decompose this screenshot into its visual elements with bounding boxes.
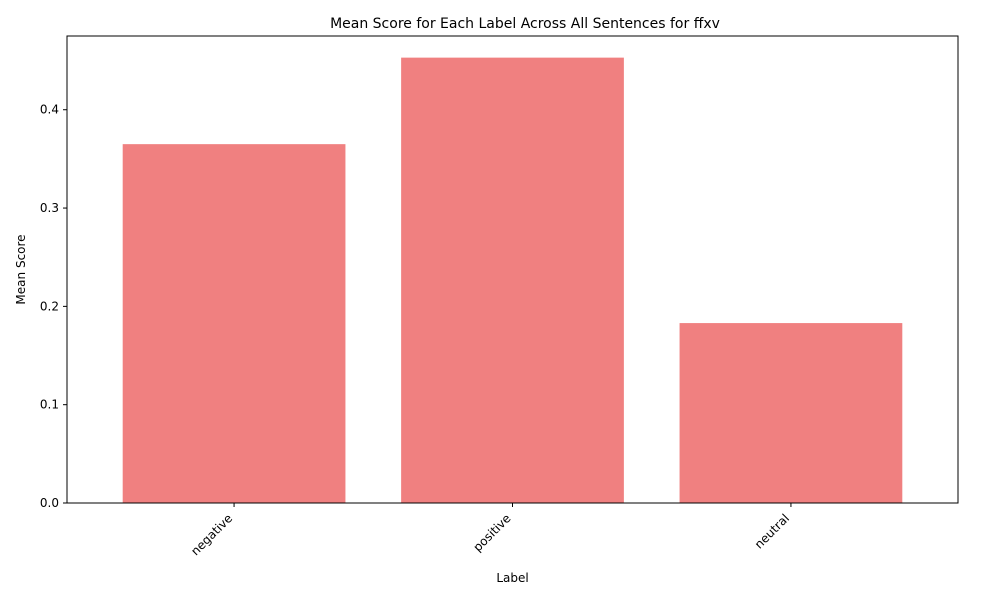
bar-positive	[401, 57, 624, 503]
y-tick-label: 0.3	[40, 201, 59, 215]
y-tick-label: 0.1	[40, 398, 59, 412]
x-axis: negative positive neutral	[188, 503, 792, 558]
x-tick-label-negative: negative	[188, 511, 235, 558]
bars-layer	[122, 57, 903, 503]
y-axis: 0.0 0.1 0.2 0.3 0.4	[40, 103, 67, 510]
bar-neutral	[679, 323, 903, 503]
y-axis-label: Mean Score	[14, 234, 28, 304]
y-tick-label: 0.4	[40, 103, 59, 117]
x-axis-label: Label	[496, 571, 528, 585]
y-tick-label: 0.2	[40, 299, 59, 313]
x-tick-label-neutral: neutral	[752, 511, 792, 551]
chart-title: Mean Score for Each Label Across All Sen…	[330, 16, 720, 32]
y-tick-label: 0.0	[40, 496, 59, 510]
plot-frame	[66, 35, 959, 504]
bar-negative	[122, 144, 346, 503]
x-tick-label-positive: positive	[470, 511, 513, 554]
